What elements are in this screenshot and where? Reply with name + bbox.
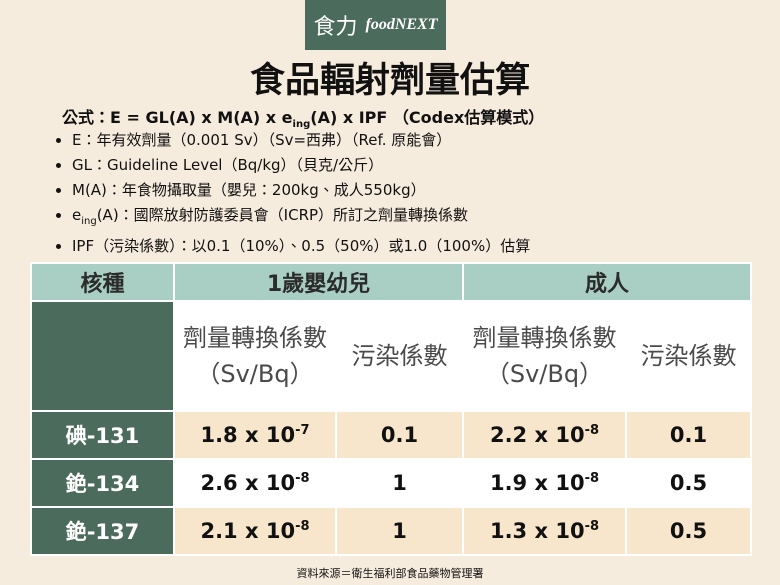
bullet: IPF（污染係數）：以0.1（10%）、0.5（50%）或1.0（100%）估算: [72, 234, 530, 259]
bullet-prefix: e: [72, 206, 82, 224]
formula-text: E = GL(A) x M(A) x e: [110, 108, 293, 127]
header-cell: 成人: [461, 262, 753, 302]
subheader-row: 劑量轉換係數 （Sv/Bq） 污染係數 劑量轉換係數 （Sv/Bq） 污染係數: [30, 300, 753, 412]
logo-en: foodNEXT: [365, 16, 438, 33]
dcf-exponent: -7: [295, 423, 310, 438]
source: 資料來源＝衛生福利部食品藥物管理署: [296, 567, 484, 580]
bullet-text: E：年有效劑量（0.001 Sv）（Sv=西弗）（Ref. 原能會）: [72, 131, 452, 149]
title: 食品輻射劑量估算: [249, 61, 530, 101]
pf-cell: 0.1: [624, 410, 753, 460]
dcf-exponent: -8: [584, 519, 600, 534]
subheader-cell: 劑量轉換係數 （Sv/Bq）: [462, 300, 627, 412]
bullet: E：年有效劑量（0.001 Sv）（Sv=西弗）（Ref. 原能會）: [72, 128, 530, 153]
dcf-cell: 1.9 x 10-8: [462, 458, 627, 508]
header-cell: 1歲嬰幼兒: [173, 262, 464, 302]
bullet-text: GL：Guideline Level（Bq/kg）（貝克/公斤）: [72, 156, 384, 174]
dcf-cell: 2.6 x 10-8: [173, 458, 337, 508]
logo-cn: 食力: [313, 15, 358, 40]
dcf-exponent: -8: [584, 423, 600, 438]
dcf-base: 2.6 x 10: [200, 471, 296, 495]
nuclide-cell: 銫-137: [30, 506, 175, 556]
dcf-base: 1.3 x 10: [489, 519, 585, 543]
dcf-cell: 1.8 x 10-7: [173, 410, 337, 460]
formula: 公式：E = GL(A) x M(A) x eing(A) x IPF （Cod…: [62, 104, 544, 130]
subheader-cell: 劑量轉換係數 （Sv/Bq）: [173, 300, 337, 412]
dcf-exponent: -8: [584, 471, 600, 486]
subheader-text: （Sv/Bq）: [196, 360, 314, 388]
subheader-text: 劑量轉換係數: [183, 324, 327, 352]
formula-sub: ing: [292, 119, 311, 131]
header-row: 核種 1歲嬰幼兒 成人: [30, 262, 753, 302]
bullet-text: M(A)：年食物攝取量（嬰兒：200kg、成人550kg）: [72, 181, 426, 199]
formula-label: 公式：: [62, 108, 111, 127]
logo: 食力 foodNEXT: [305, 0, 446, 50]
empty-cell: [30, 300, 175, 412]
subheader-text: 污染係數: [640, 342, 737, 370]
pf-cell: 1: [335, 506, 464, 556]
data-row: 銫-137 2.1 x 10-8 1 1.3 x 10-8 0.5: [30, 506, 753, 556]
subheader-text: 劑量轉換係數: [472, 324, 617, 352]
dcf-exponent: -8: [295, 471, 310, 486]
subheader-text: （Sv/Bq）: [485, 360, 604, 388]
bullet: GL：Guideline Level（Bq/kg）（貝克/公斤）: [72, 153, 530, 178]
pf-cell: 0.1: [335, 410, 464, 460]
subheader-cell: 污染係數: [335, 300, 464, 412]
bullet: eing(A)：國際放射防護委員會（ICRP）所訂之劑量轉換係數: [72, 203, 530, 234]
dcf-base: 1.9 x 10: [489, 471, 585, 495]
header-cell: 核種: [30, 262, 175, 302]
data-row: 銫-134 2.6 x 10-8 1 1.9 x 10-8 0.5: [30, 458, 753, 508]
data-row: 碘-131 1.8 x 10-7 0.1 2.2 x 10-8 0.1: [30, 410, 753, 460]
subheader-cell: 污染係數: [624, 300, 753, 412]
pf-cell: 0.5: [624, 506, 753, 556]
subheader-text: 污染係數: [351, 342, 448, 370]
dcf-base: 2.1 x 10: [200, 519, 296, 543]
nuclide-cell: 銫-134: [30, 458, 175, 508]
pf-cell: 1: [335, 458, 464, 508]
dose-table: 核種 1歲嬰幼兒 成人 劑量轉換係數 （Sv/Bq） 污染係數 劑量轉換係數 （Sv/B…: [30, 262, 753, 556]
bullet-text: IPF（污染係數）：以0.1（10%）、0.5（50%）或1.0（100%）估算: [72, 237, 531, 255]
formula-text: (A) x IPF （Codex估算模式）: [310, 108, 545, 127]
bullet: M(A)：年食物攝取量（嬰兒：200kg、成人550kg）: [72, 178, 530, 203]
pf-cell: 0.5: [624, 458, 753, 508]
dcf-exponent: -8: [295, 519, 310, 534]
dcf-base: 2.2 x 10: [489, 423, 585, 447]
bullet-sub: ing: [81, 216, 97, 227]
dcf-cell: 1.3 x 10-8: [462, 506, 627, 556]
dcf-cell: 2.2 x 10-8: [462, 410, 627, 460]
nuclide-cell: 碘-131: [30, 410, 175, 460]
dcf-base: 1.8 x 10: [200, 423, 296, 447]
bullet-text: (A)：國際放射防護委員會（ICRP）所訂之劑量轉換係數: [96, 206, 469, 224]
bullet-list: E：年有效劑量（0.001 Sv）（Sv=西弗）（Ref. 原能會） GL：Gu…: [52, 128, 530, 259]
dcf-cell: 2.1 x 10-8: [173, 506, 337, 556]
table-body: 碘-131 1.8 x 10-7 0.1 2.2 x 10-8 0.1 銫-134 2.6 …: [30, 410, 753, 556]
